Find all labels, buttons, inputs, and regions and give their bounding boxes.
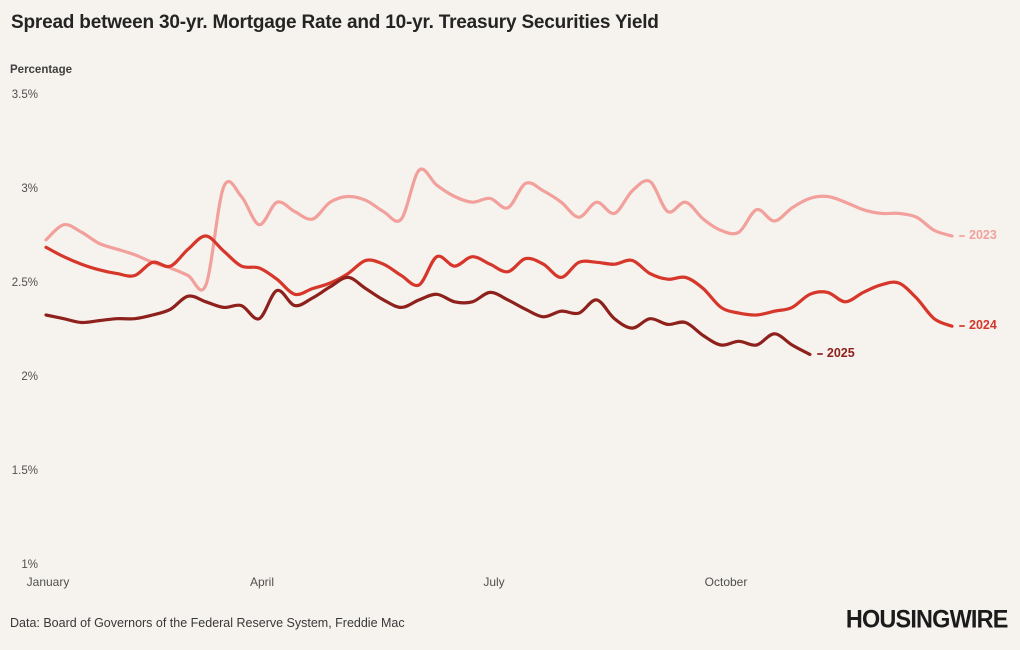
- series-label-2025: 2025: [816, 345, 855, 362]
- y-tick-label: 3.5%: [11, 89, 38, 101]
- x-tick-label: July: [483, 575, 505, 589]
- y-tick-label: 1.5%: [11, 465, 38, 477]
- series-label-tick-icon: [816, 352, 823, 355]
- y-tick-label: 3%: [21, 183, 38, 195]
- line-series-2024: [44, 234, 954, 328]
- series-label-2023: 2023: [959, 227, 997, 244]
- page-title: Spread between 30-yr. Mortgage Rate and …: [11, 12, 659, 33]
- y-tick-label: 2%: [21, 371, 38, 383]
- series-year-label: 2023: [969, 228, 997, 242]
- x-tick-label: January: [26, 575, 70, 589]
- data-source-note: Data: Board of Governors of the Federal …: [10, 616, 405, 630]
- series-label-tick-icon: [959, 324, 965, 327]
- housingwire-logo: HOUSINGWIRE: [846, 604, 1009, 633]
- x-tick-label: April: [249, 575, 274, 589]
- series-year-label: 2025: [826, 346, 855, 361]
- series-year-label: 2024: [969, 318, 997, 333]
- y-tick-label: 2.5%: [11, 277, 38, 289]
- line-series-2023: [44, 167, 954, 292]
- series-label-tick-icon: [959, 234, 965, 237]
- y-tick-label: 1%: [21, 559, 38, 571]
- y-axis-unit-label: Percentage: [10, 64, 73, 76]
- x-tick-label: October: [704, 575, 748, 589]
- line-series-2025: [44, 275, 812, 356]
- series-label-2024: 2024: [959, 317, 997, 334]
